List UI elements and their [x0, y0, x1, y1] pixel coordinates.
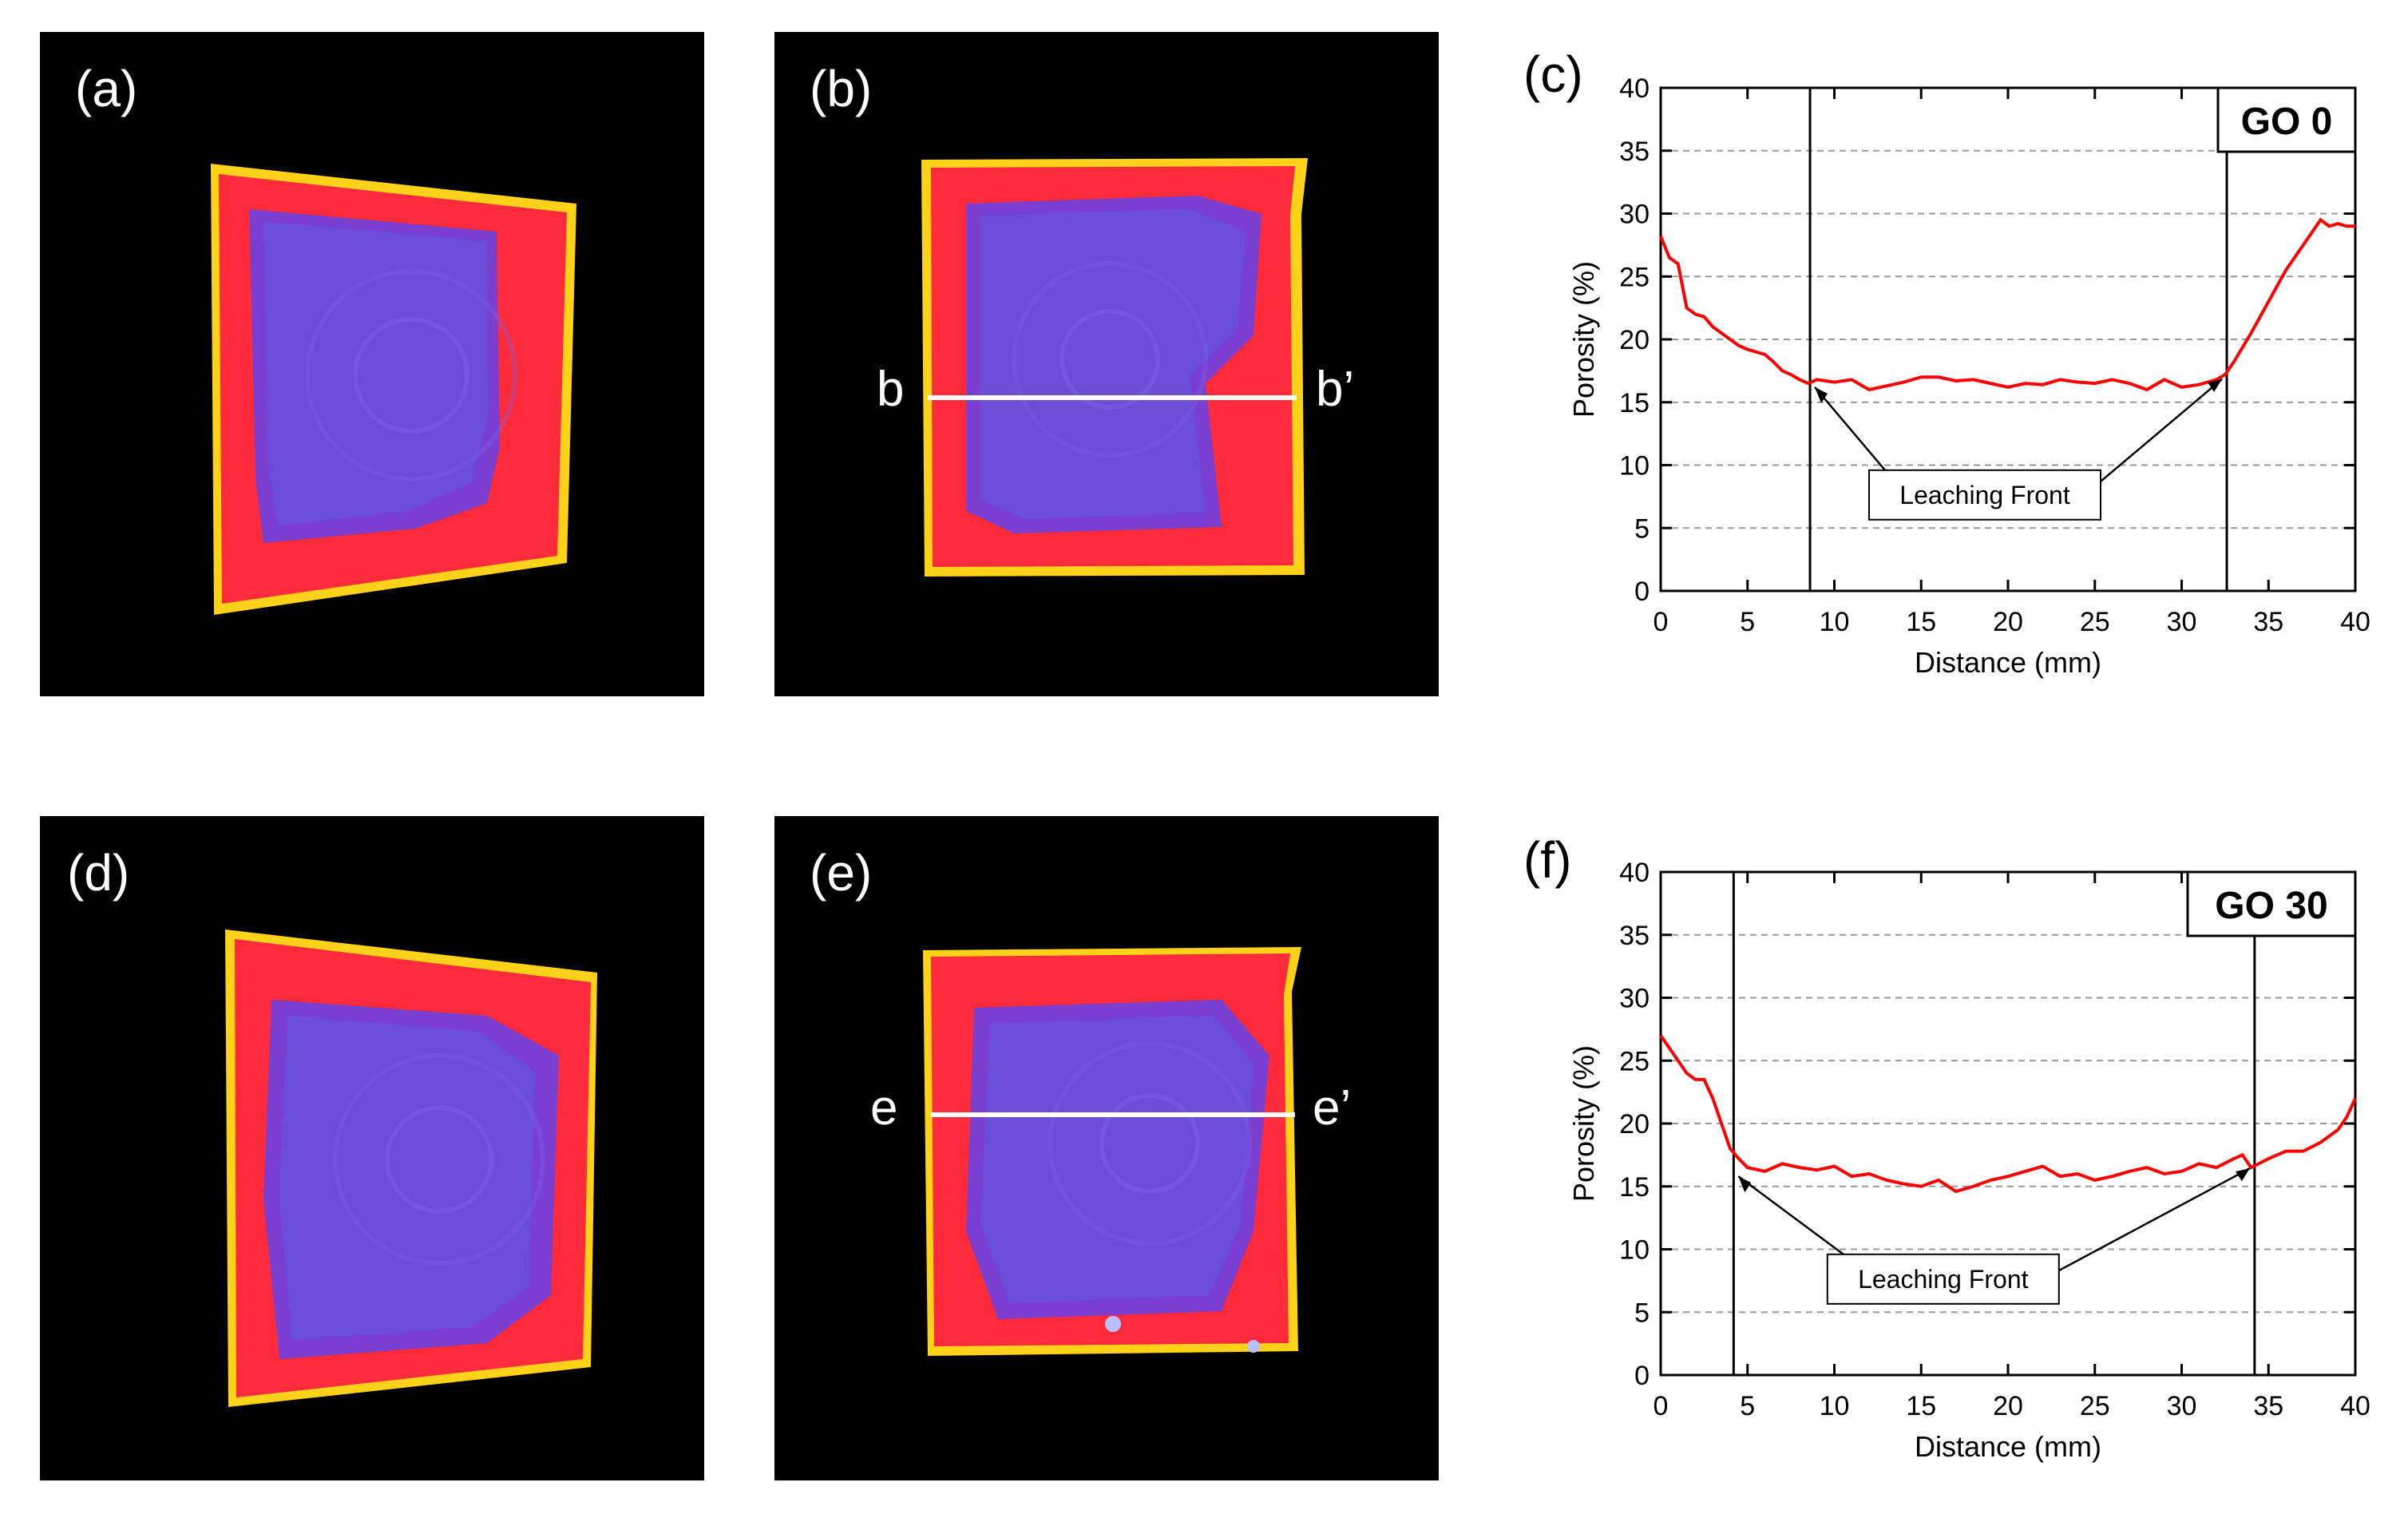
- y-tick-label: 5: [1634, 1298, 1650, 1328]
- annotation-arrow-right: [2042, 1167, 2251, 1280]
- x-tick-label: 40: [2340, 607, 2370, 637]
- x-tick-label: 40: [2340, 1391, 2370, 1421]
- y-tick-label: 30: [1619, 984, 1650, 1014]
- ct-panel-e: (e) e e’: [774, 816, 1439, 1480]
- x-tick-label: 15: [1906, 1391, 1936, 1421]
- y-tick-label: 20: [1619, 1109, 1650, 1139]
- x-tick-label: 30: [2167, 607, 2197, 637]
- annotation-box: [1826, 1253, 2060, 1305]
- ct-image-e: [923, 947, 1301, 1356]
- line-marker-e-left: e: [870, 1080, 898, 1136]
- x-axis-label: Distance (mm): [1915, 1430, 2101, 1463]
- y-tick-label: 40: [1619, 73, 1650, 104]
- panel-label-b: (b): [810, 60, 873, 117]
- annotation-arrowhead-right: [2208, 378, 2223, 392]
- y-tick-label: 30: [1619, 200, 1650, 230]
- ct-panel-d: (d): [40, 816, 704, 1480]
- y-tick-label: 35: [1619, 137, 1650, 167]
- y-tick-label: 0: [1634, 1361, 1650, 1391]
- panel-label-e: (e): [810, 844, 873, 902]
- y-tick-label: 0: [1634, 577, 1650, 607]
- x-tick-label: 35: [2253, 1391, 2283, 1421]
- x-tick-label: 25: [2080, 1391, 2110, 1421]
- x-tick-label: 30: [2167, 1391, 2197, 1421]
- line-marker-b-right: b’: [1316, 362, 1355, 417]
- x-axis-label: Distance (mm): [1915, 646, 2101, 679]
- panel-label-a: (a): [75, 60, 138, 117]
- chart-label-c: (c): [1523, 46, 1583, 103]
- x-tick-label: 10: [1820, 607, 1850, 637]
- x-tick-label: 25: [2080, 607, 2110, 637]
- annotation-arrow-left: [1737, 1175, 1844, 1255]
- y-tick-label: 25: [1619, 262, 1650, 292]
- annotation-text: Leaching Front: [1858, 1265, 2029, 1294]
- y-tick-label: 35: [1619, 921, 1650, 951]
- annotation-box: [1868, 469, 2101, 521]
- x-tick-label: 35: [2253, 607, 2283, 637]
- porosity-chart-f: 0 5 10 15 20 25 30 35 40 0 5 10 15 20 25 30 35 40 Distance…: [1567, 858, 2370, 1463]
- y-tick-label: 10: [1619, 1235, 1650, 1266]
- y-tick-label: 15: [1619, 1172, 1650, 1203]
- y-tick-label: 20: [1619, 325, 1650, 355]
- annotation-arrowhead-right: [2235, 1168, 2250, 1182]
- x-tick-label: 10: [1820, 1391, 1850, 1421]
- series-badge: GO 30: [2215, 885, 2327, 927]
- series-badge: GO 0: [2241, 101, 2333, 143]
- line-marker-e-right: e’: [1313, 1080, 1352, 1136]
- series-badge-box: [2186, 870, 2357, 937]
- x-tick-label: 5: [1740, 607, 1755, 637]
- ct-image-a: [211, 164, 576, 615]
- y-axis-label: Porosity (%): [1567, 1045, 1600, 1202]
- series-badge-box: [2216, 86, 2357, 153]
- x-tick-label: 0: [1654, 607, 1669, 637]
- x-tick-label: 0: [1654, 1391, 1669, 1421]
- annotation-arrowhead-left: [1738, 1176, 1752, 1193]
- y-axis-label: Porosity (%): [1567, 261, 1600, 418]
- x-tick-label: 20: [1993, 607, 2023, 637]
- porosity-chart-c: 0 5 10 15 20 25 30 35 40 0 5 10 15 20 25 30 35 40 Distance…: [1567, 73, 2370, 679]
- ct-panel-a: (a): [40, 32, 704, 696]
- annotation-arrowhead-left: [1815, 386, 1828, 403]
- y-tick-label: 5: [1634, 513, 1650, 544]
- line-marker-b-left: b: [877, 362, 905, 417]
- x-tick-label: 15: [1906, 607, 1936, 637]
- porosity-series-line: [1659, 217, 2355, 392]
- y-tick-label: 40: [1619, 858, 1650, 888]
- y-tick-label: 10: [1619, 451, 1650, 482]
- x-tick-label: 5: [1740, 1391, 1755, 1421]
- annotation-arrow-left: [1814, 386, 1886, 471]
- annotation-arrow-right: [2084, 378, 2223, 496]
- panel-label-d: (d): [67, 844, 130, 902]
- y-tick-label: 25: [1619, 1046, 1650, 1076]
- ct-image-d: [225, 929, 597, 1407]
- chart-label-f: (f): [1523, 831, 1572, 889]
- porosity-series-line: [1659, 1034, 2357, 1194]
- y-tick-label: 15: [1619, 388, 1650, 418]
- ct-image-b: [921, 158, 1308, 577]
- ct-panel-b: (b) b b’: [774, 32, 1439, 696]
- annotation-text: Leaching Front: [1899, 481, 2070, 509]
- x-tick-label: 20: [1993, 1391, 2023, 1421]
